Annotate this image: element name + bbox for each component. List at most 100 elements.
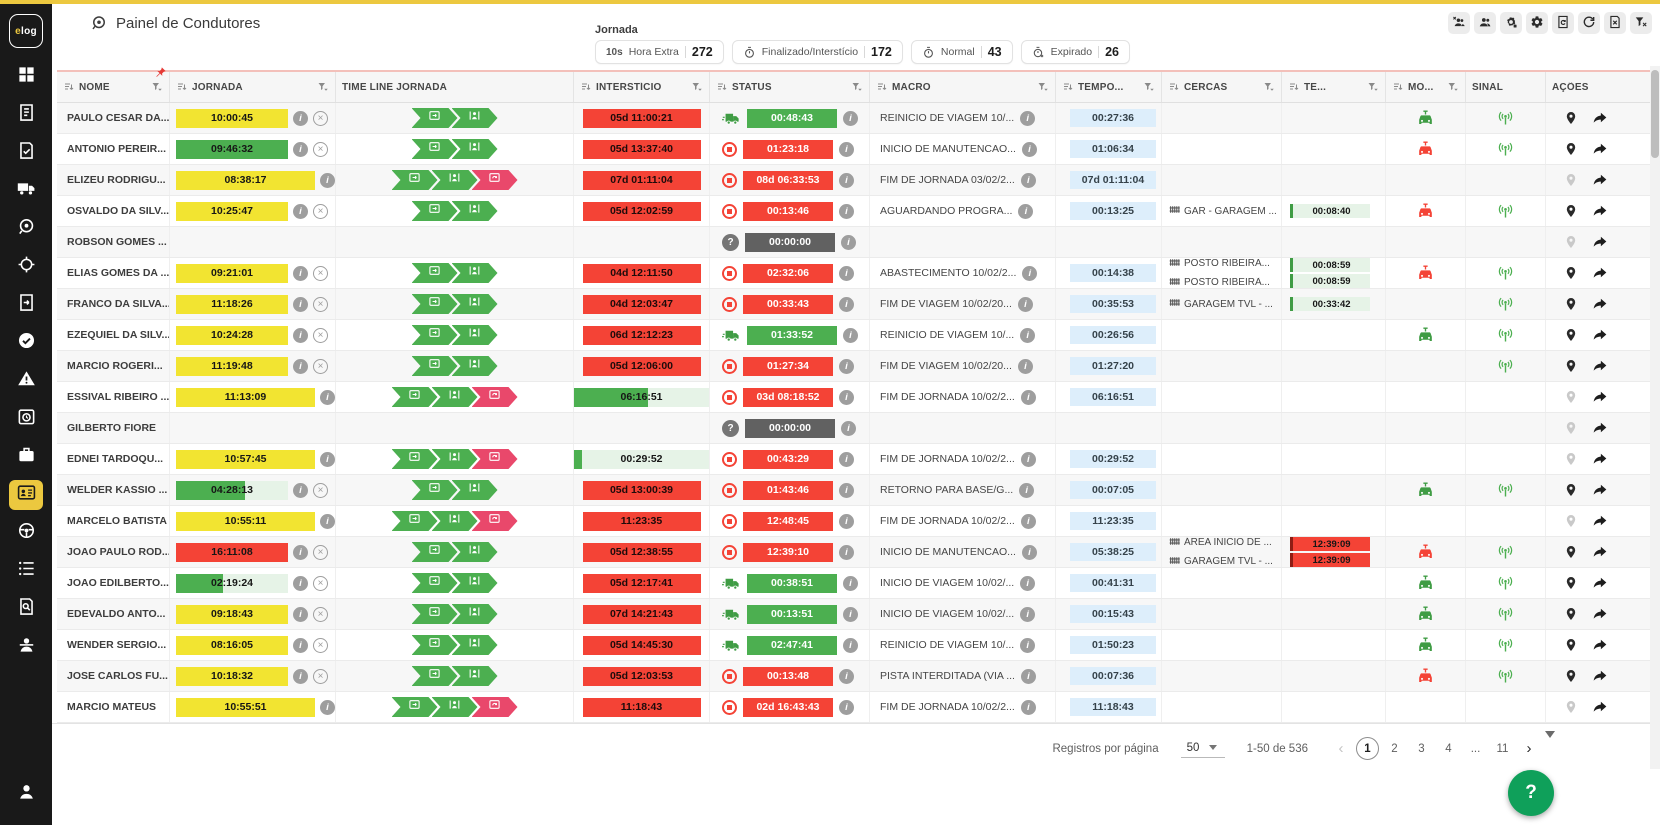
info-icon[interactable] <box>293 575 308 591</box>
info-icon[interactable] <box>839 389 854 405</box>
timeline-condutor-badge[interactable] <box>432 387 478 407</box>
timeline-condutor-badge[interactable] <box>432 170 478 190</box>
sort-icon[interactable] <box>176 81 188 93</box>
sidebar-item-documents[interactable] <box>9 290 43 320</box>
location-pin-icon[interactable] <box>1564 204 1578 218</box>
column-header-intersticio[interactable]: INTERSTÍCIO <box>574 72 710 102</box>
filter-icon[interactable] <box>1263 81 1275 93</box>
timeline-jornada-badge[interactable] <box>412 108 458 128</box>
page-button-1[interactable]: 1 <box>1356 737 1379 760</box>
jornada-chip-normal[interactable]: Normal 43 <box>910 40 1013 64</box>
sidebar-item-history[interactable] <box>9 404 43 434</box>
settings-button[interactable] <box>1526 12 1548 34</box>
column-header-tempo[interactable]: TEMPO... <box>1056 72 1162 102</box>
filter-icon[interactable] <box>1037 81 1049 93</box>
sort-icon[interactable] <box>1168 81 1180 93</box>
info-icon[interactable] <box>839 482 854 498</box>
timeline-retorno-badge[interactable] <box>472 449 518 469</box>
sidebar-item-dashboard[interactable] <box>9 62 43 92</box>
info-icon[interactable] <box>839 544 854 560</box>
next-page-button[interactable]: › <box>1526 740 1532 757</box>
jornada-chip-expirado[interactable]: Expirado 26 <box>1020 40 1130 64</box>
info-icon[interactable] <box>293 668 308 684</box>
timeline-jornada-badge[interactable] <box>412 201 458 221</box>
timeline-condutor-badge[interactable] <box>452 263 498 283</box>
column-header-timeline[interactable]: TIME LINE JORNADA <box>336 72 574 102</box>
info-icon[interactable] <box>320 172 335 188</box>
location-pin-icon[interactable] <box>1564 607 1578 621</box>
sort-icon[interactable] <box>63 81 75 93</box>
timeline-jornada-badge[interactable] <box>392 511 438 531</box>
share-icon[interactable] <box>1592 234 1608 250</box>
column-header-mo[interactable]: MO... <box>1386 72 1466 102</box>
share-icon[interactable] <box>1592 110 1608 126</box>
column-header-cercas[interactable]: CERCAS <box>1162 72 1282 102</box>
cancel-icon[interactable] <box>313 265 328 281</box>
cancel-icon[interactable] <box>313 575 328 591</box>
info-icon[interactable] <box>843 637 858 653</box>
info-icon[interactable] <box>1020 389 1036 405</box>
sort-icon[interactable] <box>716 81 728 93</box>
column-header-jornada[interactable]: JORNADA <box>170 72 336 102</box>
info-icon[interactable] <box>1020 699 1036 715</box>
cancel-icon[interactable] <box>313 327 328 343</box>
jornada-chip-hora-extra[interactable]: 10s Hora Extra 272 <box>595 40 724 64</box>
share-icon[interactable] <box>1592 296 1608 312</box>
sidebar-item-steering[interactable] <box>9 518 43 548</box>
timeline-condutor-badge[interactable] <box>432 697 478 717</box>
share-icon[interactable] <box>1592 544 1608 560</box>
info-icon[interactable] <box>293 358 308 374</box>
info-icon[interactable] <box>1020 451 1036 467</box>
info-icon[interactable] <box>1020 606 1036 622</box>
info-icon[interactable] <box>1020 637 1036 653</box>
timeline-condutor-badge[interactable] <box>452 325 498 345</box>
info-icon[interactable] <box>320 699 335 715</box>
cancel-icon[interactable] <box>313 358 328 374</box>
cancel-icon[interactable] <box>313 544 328 560</box>
info-icon[interactable] <box>293 110 308 126</box>
share-icon[interactable] <box>1592 668 1608 684</box>
filter-icon[interactable] <box>1143 81 1155 93</box>
info-icon[interactable] <box>839 265 854 281</box>
sidebar-item-journal[interactable] <box>9 100 43 130</box>
timeline-retorno-badge[interactable] <box>472 170 518 190</box>
info-icon[interactable] <box>1020 575 1036 591</box>
column-header-sinal[interactable]: SINAL <box>1466 72 1546 102</box>
timeline-jornada-badge[interactable] <box>392 449 438 469</box>
filter-icon[interactable] <box>851 81 863 93</box>
info-icon[interactable] <box>293 203 308 219</box>
filter-icon[interactable] <box>317 81 329 93</box>
refresh-button[interactable] <box>1578 12 1600 34</box>
info-icon[interactable] <box>843 575 858 591</box>
sidebar-item-checklist[interactable] <box>9 138 43 168</box>
share-icon[interactable] <box>1592 420 1608 436</box>
cancel-icon[interactable] <box>313 110 328 126</box>
sort-icon[interactable] <box>1288 81 1300 93</box>
info-icon[interactable] <box>1021 544 1037 560</box>
cancel-icon[interactable] <box>313 668 328 684</box>
share-icon[interactable] <box>1592 637 1608 653</box>
cancel-icon[interactable] <box>313 482 328 498</box>
drivers-group-button[interactable] <box>1474 12 1496 34</box>
timeline-jornada-badge[interactable] <box>412 542 458 562</box>
page-button-2[interactable]: 2 <box>1391 742 1398 755</box>
timeline-jornada-badge[interactable] <box>412 139 458 159</box>
info-icon[interactable] <box>293 482 308 498</box>
timeline-jornada-badge[interactable] <box>412 604 458 624</box>
previous-page-button[interactable]: ‹ <box>1338 740 1344 757</box>
scrollbar-thumb[interactable] <box>1651 70 1659 158</box>
cancel-icon[interactable] <box>313 606 328 622</box>
timeline-retorno-badge[interactable] <box>472 387 518 407</box>
location-pin-icon[interactable] <box>1564 111 1578 125</box>
sidebar-item-work[interactable] <box>9 442 43 472</box>
info-icon[interactable] <box>293 606 308 622</box>
remove-drivers-group-button[interactable] <box>1448 12 1470 34</box>
location-pin-icon[interactable] <box>1564 483 1578 497</box>
timeline-condutor-badge[interactable] <box>452 604 498 624</box>
info-icon[interactable] <box>839 513 854 529</box>
info-icon[interactable] <box>1020 172 1036 188</box>
timeline-jornada-badge[interactable] <box>412 325 458 345</box>
info-icon[interactable] <box>843 327 858 343</box>
sidebar-item-lists[interactable] <box>9 556 43 586</box>
location-pin-icon[interactable] <box>1564 266 1578 280</box>
